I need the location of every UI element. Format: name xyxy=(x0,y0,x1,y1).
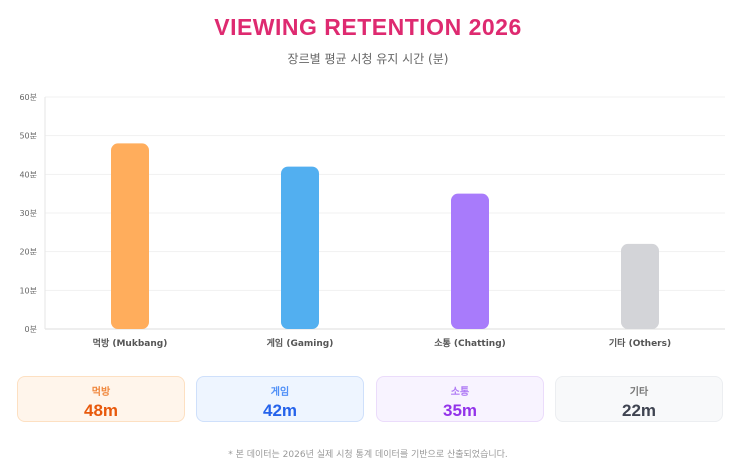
card-value: 48m xyxy=(83,401,119,420)
chart-title: VIEWING RETENTION 2026 xyxy=(214,14,522,40)
x-tick-label: 게임 (Gaming) xyxy=(267,337,334,349)
y-tick-label: 50분 xyxy=(19,132,37,141)
card-label: 기타 xyxy=(629,387,649,398)
y-tick-label: 10분 xyxy=(19,286,37,295)
card-label: 소통 xyxy=(450,387,470,398)
x-tick-label: 소통 (Chatting) xyxy=(434,338,506,349)
bar xyxy=(621,243,659,329)
card-value: 42m xyxy=(262,401,298,420)
card-chatting: 소통 35m xyxy=(376,376,544,422)
card-value: 35m xyxy=(442,401,478,420)
chart-subtitle: 장르별 평균 시청 유지 시간 (분) xyxy=(287,52,449,66)
y-tick-label: 20분 xyxy=(19,248,37,257)
bar xyxy=(111,143,149,329)
y-tick-label: 40분 xyxy=(19,170,37,179)
card-others: 기타 22m xyxy=(555,376,723,422)
bar xyxy=(281,166,319,329)
card-label: 먹방 xyxy=(91,387,111,398)
y-tick-label: 0분 xyxy=(25,325,37,334)
card-gaming: 게임 42m xyxy=(196,376,364,422)
card-mukbang: 먹방 48m xyxy=(17,376,185,422)
footnote: * 본 데이터는 2026년 실제 시청 통계 데이터를 기반으로 산출되었습니… xyxy=(228,450,508,460)
x-tick-label: 먹방 (Mukbang) xyxy=(93,337,168,349)
y-tick-label: 30분 xyxy=(19,209,37,218)
card-label: 게임 xyxy=(270,387,290,398)
y-tick-label: 60분 xyxy=(19,93,37,102)
card-value: 22m xyxy=(621,401,657,420)
bar xyxy=(451,193,489,329)
x-tick-label: 기타 (Others) xyxy=(609,337,671,349)
